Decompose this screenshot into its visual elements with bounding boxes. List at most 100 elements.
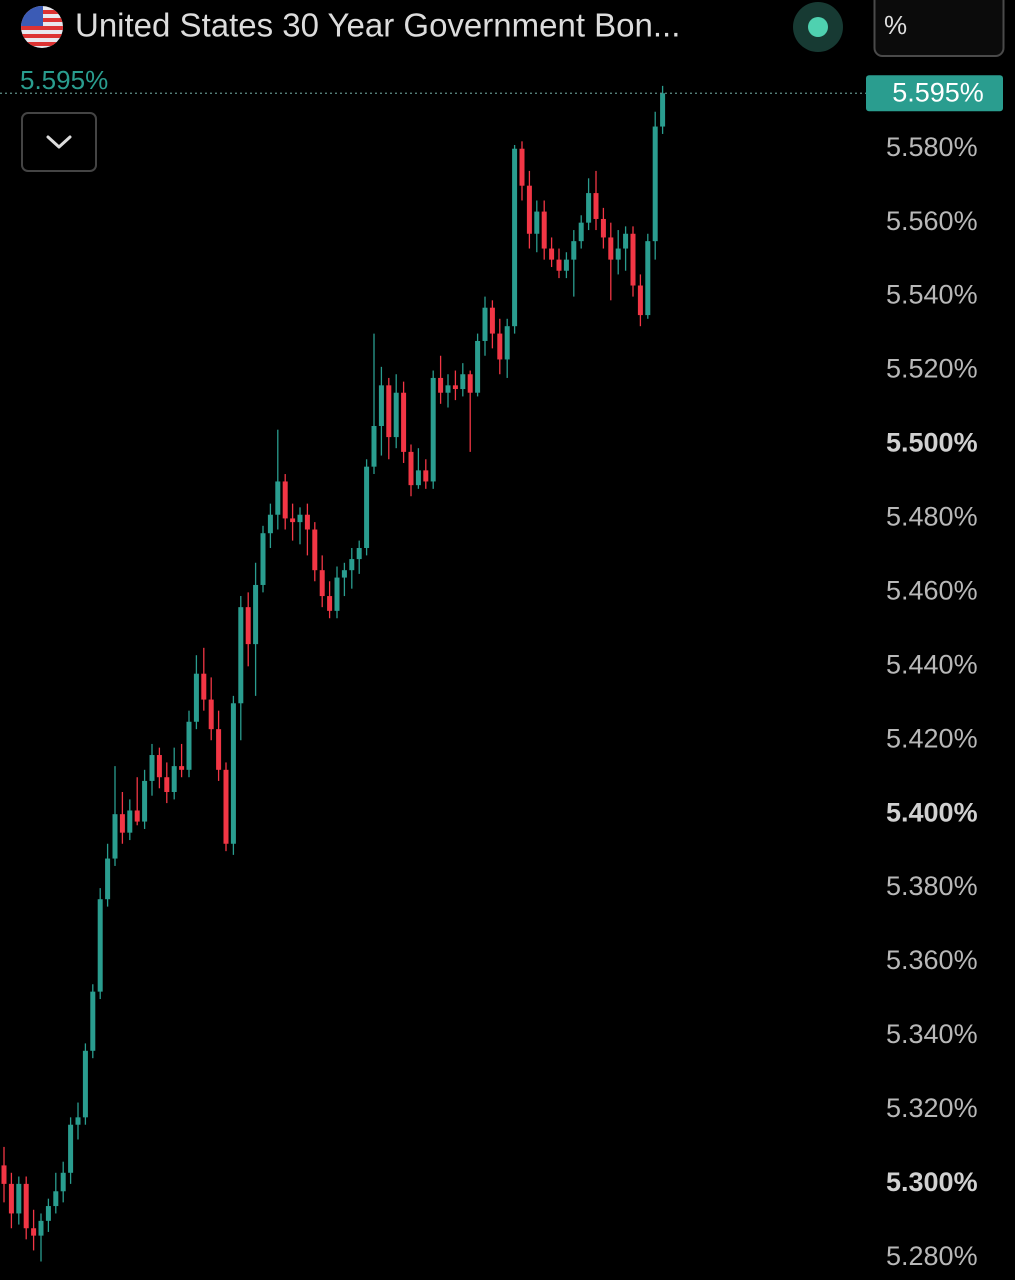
candle-body	[156, 755, 162, 778]
candle-body	[475, 340, 481, 393]
candle-body	[127, 810, 133, 833]
candle-body	[1, 1165, 7, 1184]
candle-body	[452, 385, 458, 390]
candle-body	[142, 780, 148, 822]
candle-body	[423, 470, 429, 482]
candle-body	[563, 259, 569, 271]
y-tick-label: 5.300%	[886, 1167, 978, 1197]
candle-body	[53, 1191, 59, 1207]
candle-body	[445, 385, 451, 393]
candle-body	[16, 1183, 22, 1214]
candle-body	[38, 1220, 44, 1236]
candle-body	[90, 991, 96, 1051]
candle-body	[304, 514, 310, 530]
candle-body	[652, 126, 658, 242]
candle-body	[408, 451, 414, 486]
unit-button[interactable]: %	[873, 0, 1005, 57]
candle-body	[393, 392, 399, 438]
y-tick-label: 5.320%	[886, 1093, 978, 1123]
y-tick-label: 5.580%	[886, 132, 978, 162]
collapse-button[interactable]	[21, 112, 97, 172]
y-tick-label: 5.480%	[886, 502, 978, 532]
y-tick-label: 5.420%	[886, 723, 978, 753]
candle-body	[60, 1172, 66, 1192]
candle-body	[68, 1124, 74, 1173]
candle-body	[112, 814, 118, 859]
candle-body	[467, 374, 473, 393]
flag-icon	[21, 6, 63, 48]
candle-body	[593, 193, 599, 219]
candle-body	[386, 385, 392, 438]
candle-body	[97, 899, 103, 992]
candle-body	[660, 93, 666, 127]
y-tick-label: 5.280%	[886, 1241, 978, 1271]
candle-body	[193, 673, 199, 722]
candle-body	[512, 148, 518, 327]
candle-body	[526, 185, 532, 234]
candle-body	[319, 570, 325, 597]
candle-body	[208, 699, 214, 730]
y-tick-label: 5.520%	[886, 354, 978, 384]
candle-body	[8, 1183, 14, 1214]
candle-body	[238, 607, 244, 704]
candle-body	[541, 211, 547, 249]
candle-body	[282, 481, 288, 519]
y-tick-label: 5.500%	[886, 428, 978, 458]
candle-body	[312, 529, 318, 571]
last-price-legend: 5.595%	[20, 65, 108, 95]
candle-body	[134, 810, 140, 822]
y-tick-label: 5.340%	[886, 1019, 978, 1049]
candle-body	[519, 148, 525, 186]
candle-body	[216, 729, 222, 770]
candle-body	[75, 1117, 81, 1125]
candle-body	[497, 333, 503, 360]
candle-body	[119, 814, 125, 833]
market-status[interactable]	[793, 2, 843, 52]
candle-body	[260, 533, 266, 585]
candle-body	[600, 218, 606, 238]
candle-body	[82, 1050, 88, 1118]
symbol-title: United States 30 Year Government Bon...	[75, 7, 680, 44]
candle-body	[253, 584, 259, 645]
candle-body	[186, 721, 192, 770]
candle-body	[615, 248, 621, 260]
candle-body	[349, 559, 355, 571]
y-tick-label: 5.360%	[886, 945, 978, 975]
candle-body	[608, 237, 614, 260]
candle-body	[504, 326, 510, 360]
candle-body	[415, 470, 421, 486]
candle-body	[356, 548, 362, 560]
y-tick-label: 5.540%	[886, 280, 978, 310]
candle-body	[334, 577, 340, 611]
candle-body	[586, 193, 592, 223]
candle-body	[460, 374, 466, 390]
y-tick-label: 5.460%	[886, 575, 978, 605]
candle-body	[201, 673, 207, 700]
candle-body	[578, 222, 584, 242]
candle-body	[341, 570, 347, 578]
y-tick-label: 5.440%	[886, 649, 978, 679]
candle-body	[171, 766, 177, 792]
candle-body	[549, 248, 555, 260]
plot-area	[1, 85, 666, 1262]
y-tick-label: 5.380%	[886, 871, 978, 901]
candle-body	[297, 514, 303, 523]
candle-body	[489, 307, 495, 334]
candle-body	[623, 233, 629, 249]
candle-body	[179, 766, 185, 770]
y-tick-label: 5.560%	[886, 206, 978, 236]
candle-body	[637, 285, 643, 316]
candle-body	[378, 385, 384, 426]
candle-body	[230, 703, 236, 844]
candle-body	[645, 241, 651, 316]
candle-body	[275, 481, 281, 515]
candle-body	[371, 426, 377, 467]
candle-body	[401, 392, 407, 452]
candle-body	[164, 777, 170, 792]
candle-body	[149, 755, 155, 781]
candle-body	[245, 607, 251, 645]
candle-body	[556, 259, 562, 271]
unit-label: %	[884, 10, 907, 40]
